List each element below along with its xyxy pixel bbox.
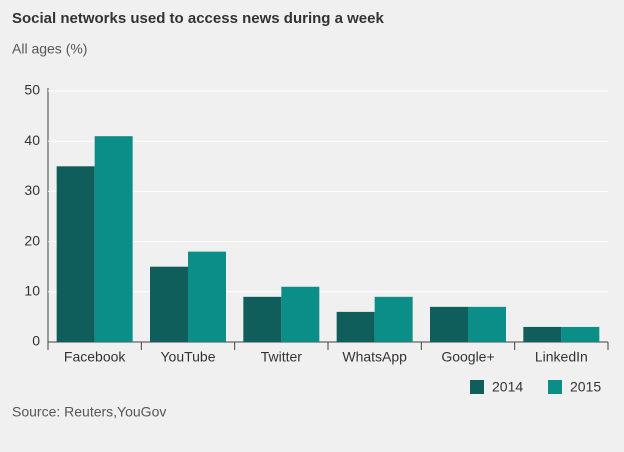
- y-tick-label: 10: [24, 283, 40, 299]
- source: Source: Reuters,YouGov: [12, 404, 166, 420]
- x-tick-label: Google+: [441, 349, 494, 365]
- bar: [56, 166, 95, 342]
- legend-swatch: [470, 380, 484, 394]
- x-tick-label: Twitter: [261, 349, 303, 365]
- bar: [188, 251, 226, 342]
- y-tick-label: 40: [24, 132, 40, 148]
- bar: [150, 266, 188, 342]
- y-tick-label: 0: [32, 333, 40, 349]
- bar: [281, 286, 320, 342]
- bar: [336, 311, 375, 342]
- x-tick-label: LinkedIn: [535, 349, 588, 365]
- chart-subtitle: All ages (%): [12, 41, 87, 57]
- bar: [374, 296, 413, 342]
- legend-label: 2015: [570, 379, 601, 395]
- bar: [430, 306, 468, 342]
- x-tick-label: Facebook: [64, 349, 126, 365]
- bar: [94, 136, 133, 342]
- bar: [561, 326, 600, 342]
- x-tick-label: YouTube: [160, 349, 215, 365]
- legend-swatch: [548, 380, 562, 394]
- bar: [243, 296, 282, 342]
- y-tick-label: 50: [24, 82, 40, 98]
- bar: [468, 306, 506, 342]
- chart-title: Social networks used to access news duri…: [12, 10, 384, 27]
- y-tick-label: 20: [24, 232, 40, 248]
- legend-label: 2014: [492, 379, 523, 395]
- bar: [523, 326, 562, 342]
- x-tick-label: WhatsApp: [342, 349, 407, 365]
- y-tick-label: 30: [24, 182, 40, 198]
